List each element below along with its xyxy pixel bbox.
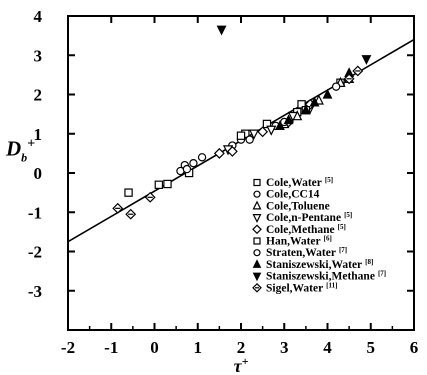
legend-marker-han-water xyxy=(253,237,261,245)
point-cole-cc14 xyxy=(189,158,198,168)
x-tick-label: -1 xyxy=(104,338,118,357)
point-staniszewski-water xyxy=(275,120,285,130)
legend-label-sigel-water: Sigel,Water [11] xyxy=(266,281,337,294)
x-tick-label: 6 xyxy=(410,338,419,357)
point-sigel-water xyxy=(125,208,137,220)
legend-label-han-water: Han,Water [6] xyxy=(266,235,332,248)
legend-marker-cole-water xyxy=(253,178,261,187)
legend-marker-cole-toluene xyxy=(252,200,262,210)
y-tick-label: 3 xyxy=(34,46,43,65)
point-sigel-water xyxy=(112,202,124,214)
y-axis-label: Db+ xyxy=(5,136,35,164)
point-cole-methane xyxy=(226,145,238,157)
point-straten-water xyxy=(245,135,254,144)
legend-marker-staniszewski-water xyxy=(252,259,262,268)
y-tick-label: -1 xyxy=(28,203,42,222)
x-tick-label: 3 xyxy=(280,338,289,357)
legend-marker-straten-water xyxy=(253,249,261,257)
point-straten-water xyxy=(331,82,341,91)
legend-marker-cole-cc14 xyxy=(253,190,261,198)
x-tick-label: 5 xyxy=(367,338,376,357)
point-cole-methane xyxy=(213,147,225,159)
point-han-water xyxy=(154,180,164,189)
x-tick-label: -2 xyxy=(61,338,75,357)
point-staniszewski-water xyxy=(283,114,294,125)
y-tick-label: 4 xyxy=(34,7,43,26)
point-staniszewski-methane xyxy=(216,25,227,36)
point-han-water xyxy=(163,179,172,189)
point-cole-n-pentane xyxy=(287,111,298,123)
legend-marker-cole-n-pentane xyxy=(252,214,262,223)
point-cole-methane xyxy=(257,126,269,138)
legend-label-straten-water: Straten,Water [7] xyxy=(266,246,347,259)
legend-label-cole-methane: Cole,Methane [5] xyxy=(266,223,346,236)
y-tick-label: 2 xyxy=(34,86,43,105)
y-tick-label: 1 xyxy=(34,125,43,144)
point-sigel-water xyxy=(352,65,364,77)
x-axis-label: τ+ xyxy=(234,354,249,375)
legend-label-staniszewski-water: Staniszewski,Water [8] xyxy=(266,258,373,271)
point-straten-water xyxy=(182,164,192,174)
point-cole-water xyxy=(124,188,133,197)
point-cole-cc14 xyxy=(197,153,207,162)
point-cole-n-pentane xyxy=(266,125,277,136)
y-tick-label: -3 xyxy=(28,282,42,301)
legend-label-cole-water: Cole,Water [5] xyxy=(266,176,333,189)
plot-frame xyxy=(67,15,415,331)
x-tick-label: 2 xyxy=(237,338,246,357)
legend-label-cole-n-pentane: Cole,n-Pentane [5] xyxy=(266,211,352,224)
point-staniszewski-methane xyxy=(361,55,372,65)
point-staniszewski-water xyxy=(322,88,333,99)
legend-marker-sigel-water xyxy=(252,282,262,293)
legend-marker-staniszewski-methane xyxy=(252,272,262,282)
point-staniszewski-water xyxy=(309,96,320,107)
x-tick-label: 4 xyxy=(323,338,332,357)
legend-label-cole-cc14: Cole,CC14 xyxy=(266,189,320,201)
point-cole-water xyxy=(262,119,272,129)
y-tick-label: 0 xyxy=(34,164,43,183)
point-sigel-water xyxy=(343,73,355,85)
legend-label-staniszewski-methane: Staniszewski,Methane [7] xyxy=(266,270,386,283)
point-han-water xyxy=(236,131,246,140)
legend-label-cole-toluene: Cole,Toluene xyxy=(266,200,330,212)
point-cole-n-pentane xyxy=(248,129,260,140)
point-staniszewski-water xyxy=(300,104,311,115)
x-tick-label: 0 xyxy=(150,338,159,357)
legend-marker-cole-methane xyxy=(252,224,262,235)
x-tick-label: 1 xyxy=(194,338,203,357)
y-tick-label: -2 xyxy=(28,243,42,262)
point-sigel-water xyxy=(144,191,156,203)
